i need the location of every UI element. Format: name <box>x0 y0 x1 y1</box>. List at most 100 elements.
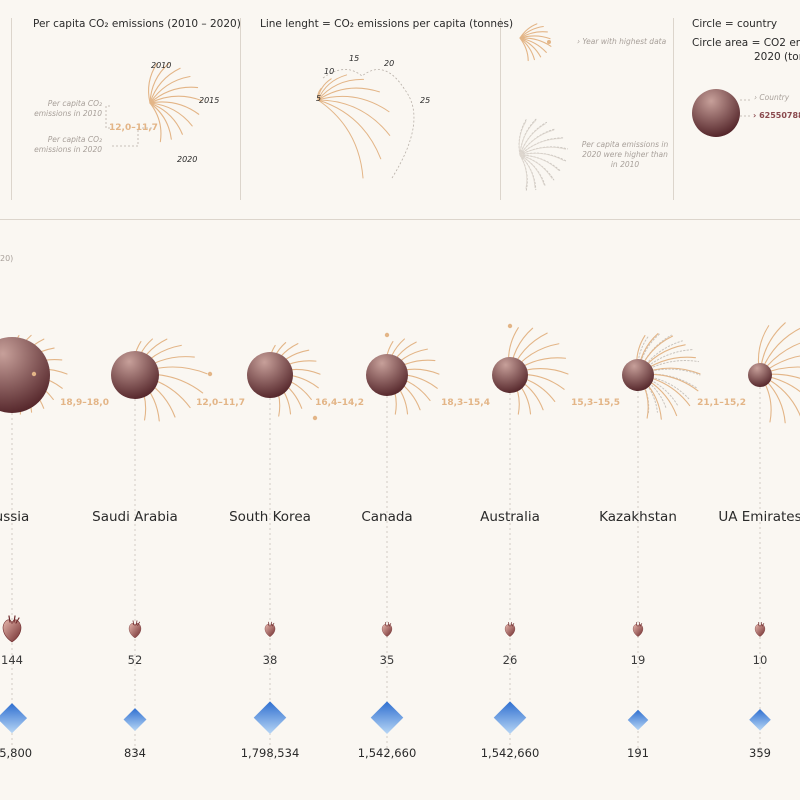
fan-line <box>519 154 528 189</box>
legend-year-2015: 2015 <box>199 96 220 105</box>
fan-line <box>518 121 527 156</box>
legend-panel4-title2: Circle area = CO2 emiss <box>692 37 800 49</box>
diamond-icon <box>253 701 287 734</box>
fan-line <box>149 102 172 140</box>
diamond-icon <box>749 709 771 731</box>
legend-note-country: › Country <box>754 93 790 102</box>
fan-line <box>519 146 567 156</box>
fan-line <box>519 37 529 62</box>
country-circle <box>622 359 654 391</box>
anatomical-heart-icon <box>381 621 393 637</box>
fan-line <box>519 129 555 156</box>
legend-length-15: 15 <box>349 54 360 63</box>
legend-fan-example <box>148 62 203 143</box>
legend-length-20: 20 <box>384 59 395 68</box>
legend-year-2020: 2020 <box>177 155 198 164</box>
fan-line <box>519 138 562 156</box>
fan-line <box>317 99 364 179</box>
country-group <box>247 342 321 760</box>
diamond-icon <box>370 701 404 734</box>
fan-line <box>148 63 158 104</box>
legend-divider-4 <box>673 18 674 200</box>
fan-line <box>149 95 203 104</box>
legend-circle-value: › 6255078825 <box>753 111 800 120</box>
highest-year-dot <box>31 371 37 377</box>
country-name: ussia <box>0 509 30 525</box>
fan-line <box>317 78 365 101</box>
heart-count: 35 <box>379 653 395 667</box>
country-circle <box>492 357 528 393</box>
fan-line <box>519 37 552 47</box>
country-circle <box>748 363 772 387</box>
country-circle <box>247 352 293 398</box>
fan-line <box>149 62 170 104</box>
legend-length-fan <box>317 69 415 179</box>
heart-count: 26 <box>502 653 518 667</box>
diamond-value: 1,542,660 <box>357 746 417 760</box>
fan-line <box>317 87 380 101</box>
legend-divider-1 <box>11 18 12 200</box>
fan-line <box>317 95 390 113</box>
legend-note-highest-year: › Year with highest data <box>577 37 667 46</box>
anatomical-heart-icon <box>632 621 644 637</box>
diamond-icon <box>0 703 28 734</box>
diamond-value: 75,800 <box>0 746 33 760</box>
anatomical-heart-icon <box>128 620 142 639</box>
country-circle <box>111 351 159 399</box>
fan-line <box>317 74 348 101</box>
legend-panel4-title3: 2020 (ton <box>754 51 800 63</box>
country-name: Saudi Arabia <box>92 509 178 525</box>
country-name: Canada <box>361 509 413 525</box>
section-label: 20) <box>0 254 14 263</box>
fan-line <box>519 120 537 156</box>
legend-panel1-title: Per capita CO₂ emissions (2010 – 2020) <box>33 18 241 30</box>
heart-count: 10 <box>752 653 768 667</box>
heart-count: 52 <box>127 653 143 667</box>
fan-line <box>519 35 551 40</box>
legend-note-2010: Per capita CO₂ emissions in 2010 <box>34 99 102 119</box>
country-range: 18,3–15,4 <box>441 398 490 408</box>
fan-line <box>317 99 382 160</box>
diamond-value: 1,542,660 <box>480 746 540 760</box>
diamond-icon <box>493 701 527 734</box>
legend-year-2010: 2010 <box>151 61 172 70</box>
diamond-value: 191 <box>627 746 649 760</box>
anatomical-heart-icon <box>264 621 276 637</box>
fan-line <box>519 154 545 185</box>
legend-length-10: 10 <box>324 67 335 76</box>
fan-line <box>149 86 199 104</box>
country-name: UA Emirates <box>718 509 800 525</box>
country-name: South Korea <box>229 509 311 525</box>
fan-line <box>519 152 565 161</box>
country-circle <box>0 337 50 413</box>
fan-line <box>149 102 193 127</box>
country-range: 15,3–15,5 <box>571 398 620 408</box>
fan-line <box>519 154 553 180</box>
legend-length-5: 5 <box>316 94 322 103</box>
legend-higher-fan <box>518 118 569 191</box>
section-divider <box>0 219 800 220</box>
fan-line <box>519 31 548 39</box>
fan-line <box>149 67 181 104</box>
legend-fan-graphics <box>105 23 752 191</box>
fan-line <box>519 37 542 58</box>
diamond-value: 1,798,534 <box>240 746 300 760</box>
diamond-value: 359 <box>749 746 771 760</box>
country-group <box>0 334 68 760</box>
fan-line <box>317 99 391 136</box>
country-group <box>111 338 213 760</box>
country-group <box>366 332 440 760</box>
fan-line <box>519 154 536 189</box>
anatomical-heart-icon <box>754 621 766 637</box>
anatomical-heart-icon <box>504 621 516 637</box>
fan-line <box>637 360 700 376</box>
highest-year-dot <box>312 415 318 421</box>
diamond-value: 834 <box>124 746 146 760</box>
country-name: Kazakhstan <box>599 509 677 525</box>
fan-line <box>519 37 547 53</box>
fan-line <box>149 75 191 104</box>
fan-line <box>317 78 332 101</box>
country-name: Australia <box>480 509 540 525</box>
legend-note-higher-2020: Per capita emissions in 2020 were higher… <box>581 140 669 170</box>
highest-year-dot <box>507 323 513 329</box>
